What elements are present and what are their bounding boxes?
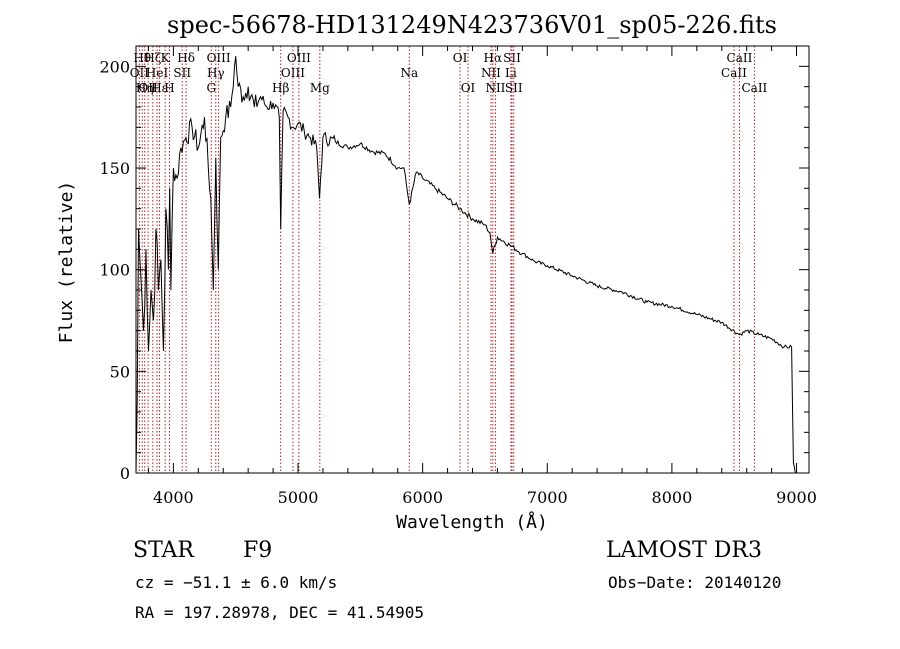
line-label: Mg [310,81,330,95]
line-label: G [206,81,216,95]
observation-date: Obs−Date: 20140120 [608,573,782,592]
spectral-line-markers: OIIHθHηOIIHζHeIHεKHSIIHδGHγOIIIHβOIIIOII… [130,46,768,473]
y-tick-label: 100 [99,261,130,280]
line-label: HeI [146,66,169,80]
line-label: Hθ [133,51,151,65]
line-label: Hα [484,51,503,65]
line-label: Hη [136,81,154,95]
object-class: STAR [133,538,194,563]
x-tick-label: 8000 [652,488,693,507]
chart-title: spec-56678-HD131249N423736V01_sp05-226.f… [167,11,777,39]
x-tick-label: 9000 [776,488,817,507]
line-label: OIII [207,51,231,65]
plot-frame [135,45,810,474]
x-axis-label: Wavelength (Å) [396,511,548,533]
line-label: SII [505,81,523,95]
line-label: CaII [721,66,747,80]
line-label: SII [173,66,191,80]
x-tick-label: 4000 [153,488,194,507]
line-label: Hβ [272,81,289,95]
line-label: Li [505,66,517,80]
line-label: OII [130,66,150,80]
line-label: Na [400,66,418,80]
line-label: K [161,51,171,65]
spectrum-curve-layer [135,56,796,474]
line-label: NII [485,81,505,95]
object-subclass: F9 [243,538,273,563]
redshift-velocity: cz = −51.1 ± 6.0 km/s [135,573,338,592]
line-label: SII [503,51,521,65]
line-label: Hδ [177,51,195,65]
x-tick-label: 7000 [527,488,568,507]
y-tick-label: 200 [99,57,130,76]
line-label: Hγ [207,66,225,80]
line-label: CaII [727,51,753,65]
line-label: OIII [287,51,311,65]
y-tick-label: 50 [110,362,130,381]
line-label: OI [453,51,468,65]
line-label: Hε [151,81,168,95]
spectrum-line [135,56,796,474]
y-axis-label: Flux (relative) [56,181,77,344]
line-label: H [164,81,174,95]
y-tick-label: 150 [99,159,130,178]
y-tick-label: 0 [120,464,130,483]
x-tick-label: 5000 [278,488,319,507]
coordinates: RA = 197.28978, DEC = 41.54905 [135,603,424,622]
survey-name: LAMOST DR3 [606,538,762,563]
line-label: CaII [741,81,767,95]
line-label: OIII [281,66,305,80]
line-label: NII [481,66,501,80]
x-tick-label: 6000 [402,488,443,507]
axes: 4000 5000 6000 7000 8000 9000 0 50 100 150 200 [99,46,817,507]
line-label: OI [461,81,476,95]
